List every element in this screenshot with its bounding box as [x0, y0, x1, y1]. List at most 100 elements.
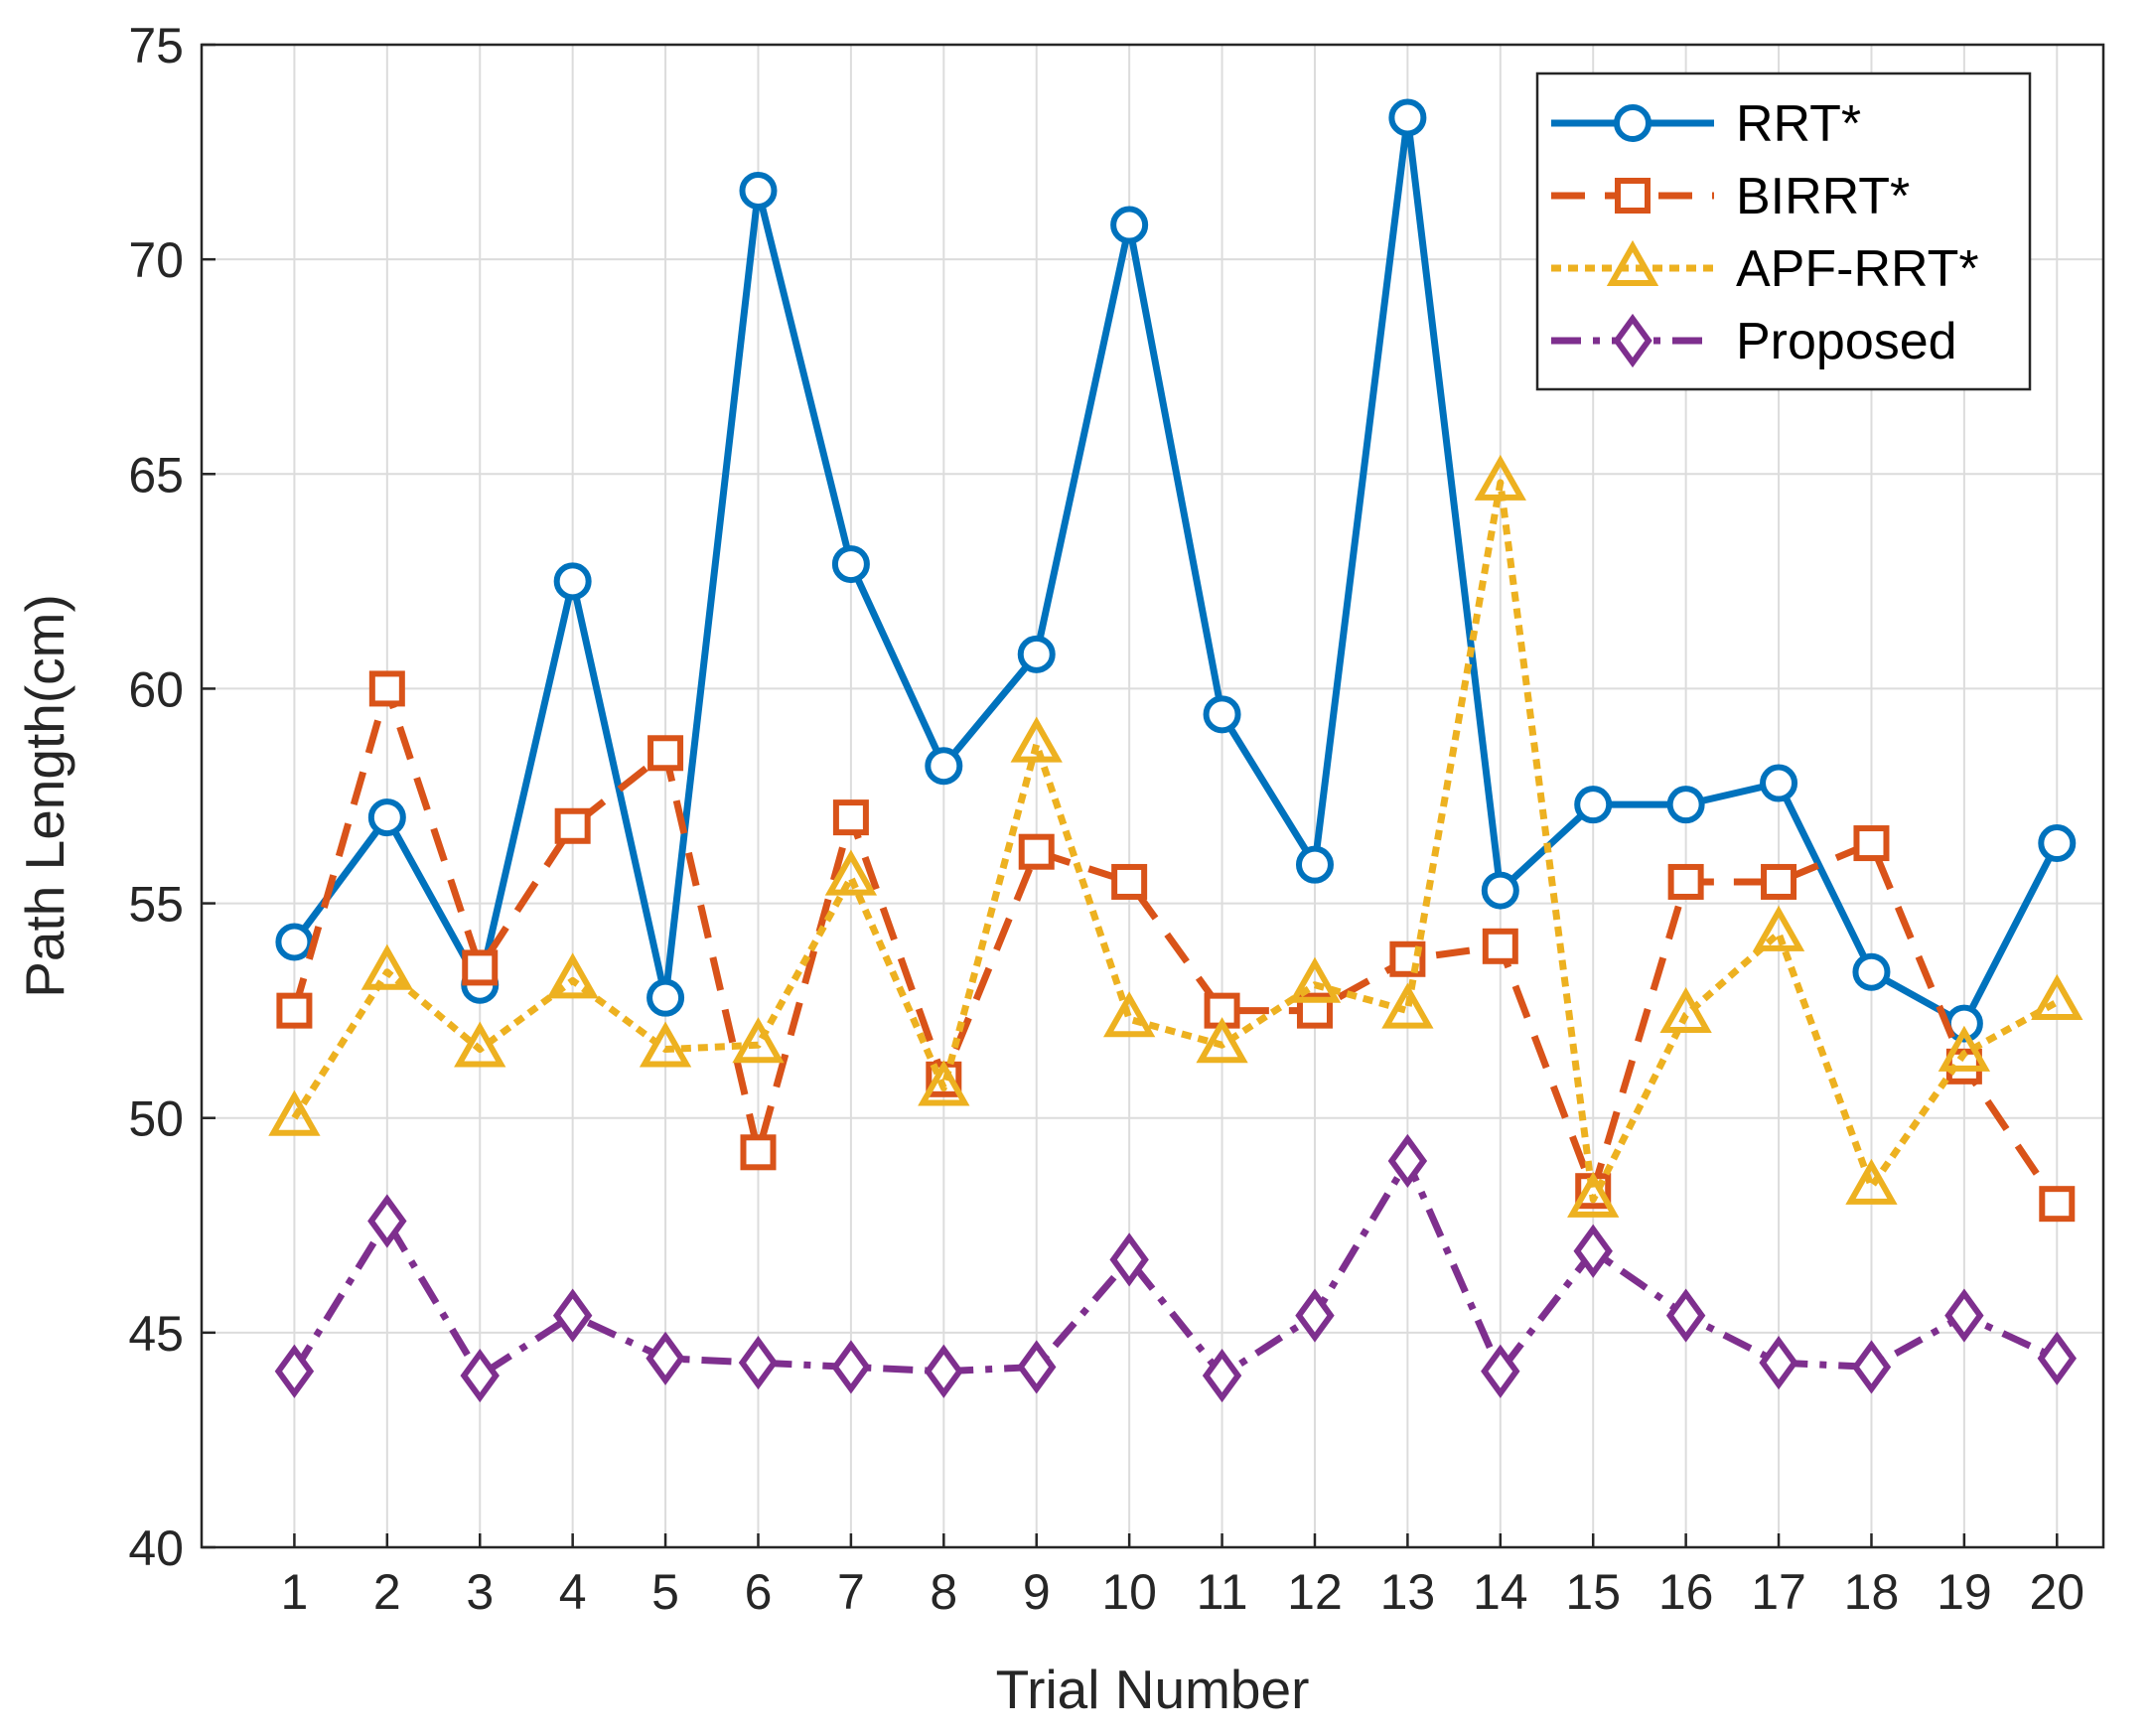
data-point-diamond — [367, 1194, 407, 1248]
data-point-diamond — [1759, 1336, 1798, 1390]
x-tick-label: 19 — [1937, 1564, 1992, 1620]
x-tick-label: 17 — [1751, 1564, 1806, 1620]
data-point-square — [1853, 825, 1890, 862]
legend-marker-circle — [1614, 104, 1651, 142]
data-point-square — [2039, 1186, 2076, 1223]
data-point-triangle — [454, 1021, 506, 1068]
x-tick-label: 6 — [745, 1564, 773, 1620]
data-point-triangle — [918, 1060, 970, 1106]
legend-item: Proposed — [1551, 313, 1957, 370]
legend: RRT* BIRRT* APF-RRT* Proposed — [1535, 72, 2032, 391]
x-tick-label: 20 — [2029, 1564, 2084, 1620]
data-point-diamond — [552, 1288, 593, 1343]
data-point-triangle — [1196, 1017, 1248, 1064]
x-tick-label: 14 — [1473, 1564, 1528, 1620]
data-point-circle — [739, 171, 778, 210]
data-point-square — [647, 735, 684, 772]
legend-label: Proposed — [1736, 313, 1957, 370]
data-point-triangle — [1659, 986, 1712, 1033]
y-tick-label: 40 — [128, 1520, 184, 1576]
x-axis-label: Trial Number — [996, 1659, 1310, 1720]
x-tick-label: 9 — [1023, 1564, 1051, 1620]
data-point-triangle — [268, 1089, 321, 1136]
data-point-square — [832, 799, 869, 836]
data-point-triangle — [1102, 991, 1156, 1038]
data-point-triangle — [360, 943, 413, 990]
y-tick-label: 65 — [128, 447, 184, 503]
legend-label: APF-RRT* — [1736, 240, 1979, 298]
data-point-circle — [831, 545, 870, 584]
y-axis-label: Path Length(cm) — [14, 594, 75, 998]
y-tick-label: 60 — [128, 661, 184, 717]
data-point-circle — [646, 978, 685, 1017]
y-tick-label: 50 — [128, 1091, 184, 1147]
data-point-diamond — [1944, 1288, 1984, 1343]
data-point-circle — [1852, 952, 1891, 991]
data-point-square — [740, 1134, 777, 1171]
x-tick-label: 15 — [1565, 1564, 1621, 1620]
data-point-square — [1667, 863, 1704, 900]
data-point-triangle — [1567, 1171, 1620, 1218]
data-point-square — [462, 949, 499, 986]
data-point-triangle — [1752, 905, 1805, 951]
x-tick-label: 2 — [373, 1564, 401, 1620]
data-point-diamond — [1851, 1340, 1892, 1394]
plot-frame — [200, 43, 2105, 1549]
data-point-circle — [1481, 871, 1519, 910]
data-point-circle — [1760, 764, 1798, 802]
data-point-square — [368, 670, 405, 707]
data-point-triangle — [639, 1021, 692, 1068]
data-point-circle — [1295, 845, 1334, 884]
data-point-square — [1761, 863, 1797, 900]
data-point-square — [276, 992, 313, 1029]
x-tick-label: 16 — [1658, 1564, 1714, 1620]
data-point-diamond — [1109, 1232, 1149, 1287]
x-tick-label: 11 — [1197, 1564, 1248, 1620]
x-tick-label: 4 — [559, 1564, 587, 1620]
legend-item: RRT* — [1551, 95, 1861, 153]
x-tick-label: 5 — [651, 1564, 679, 1620]
x-tick-label: 12 — [1287, 1564, 1343, 1620]
series-layer — [268, 98, 2083, 1403]
x-tick-label: 7 — [837, 1564, 865, 1620]
data-point-diamond — [1573, 1224, 1613, 1278]
data-point-diamond — [1481, 1344, 1520, 1398]
x-tick-label: 18 — [1844, 1564, 1900, 1620]
data-point-triangle — [546, 952, 599, 999]
legend-marker-triangle — [1606, 239, 1659, 286]
data-point-diamond — [1202, 1348, 1242, 1403]
legend-label: RRT* — [1736, 95, 1861, 153]
data-point-triangle — [1845, 1158, 1898, 1205]
data-point-circle — [1203, 695, 1241, 734]
axis-ticks: 1 2 3 4 5 6 7 8 9 10 11 12 13 14 15 16 17 18 19 20404550556… — [128, 18, 2084, 1620]
data-point-circle — [367, 798, 406, 837]
data-point-circle — [1574, 786, 1613, 824]
series-line — [291, 1157, 2059, 1379]
data-point-triangle — [1381, 982, 1434, 1029]
data-point-diamond — [646, 1331, 685, 1385]
data-point-triangle — [1474, 454, 1526, 501]
data-point-circle — [1388, 98, 1427, 137]
y-tick-label: 55 — [128, 877, 184, 933]
legend-marker-square — [1615, 178, 1651, 214]
y-tick-label: 70 — [128, 232, 184, 288]
data-point-square — [1111, 863, 1148, 900]
data-point-circle — [2038, 824, 2077, 863]
legend-item: BIRRT* — [1551, 168, 1910, 225]
data-point-square — [1018, 833, 1055, 870]
data-point-triangle — [732, 1017, 785, 1064]
y-tick-label: 75 — [128, 18, 184, 73]
data-point-circle — [275, 923, 314, 961]
data-point-circle — [1110, 206, 1149, 244]
x-tick-label: 10 — [1101, 1564, 1157, 1620]
y-tick-label: 45 — [128, 1306, 184, 1362]
data-point-triangle — [1938, 1025, 1991, 1072]
data-point-diamond — [924, 1344, 964, 1398]
series-apf-rrt- — [268, 454, 2083, 1218]
data-point-diamond — [274, 1344, 315, 1398]
data-point-circle — [553, 562, 592, 601]
data-point-diamond — [1665, 1288, 1706, 1343]
data-point-circle — [1666, 786, 1705, 824]
data-point-circle — [925, 747, 963, 786]
